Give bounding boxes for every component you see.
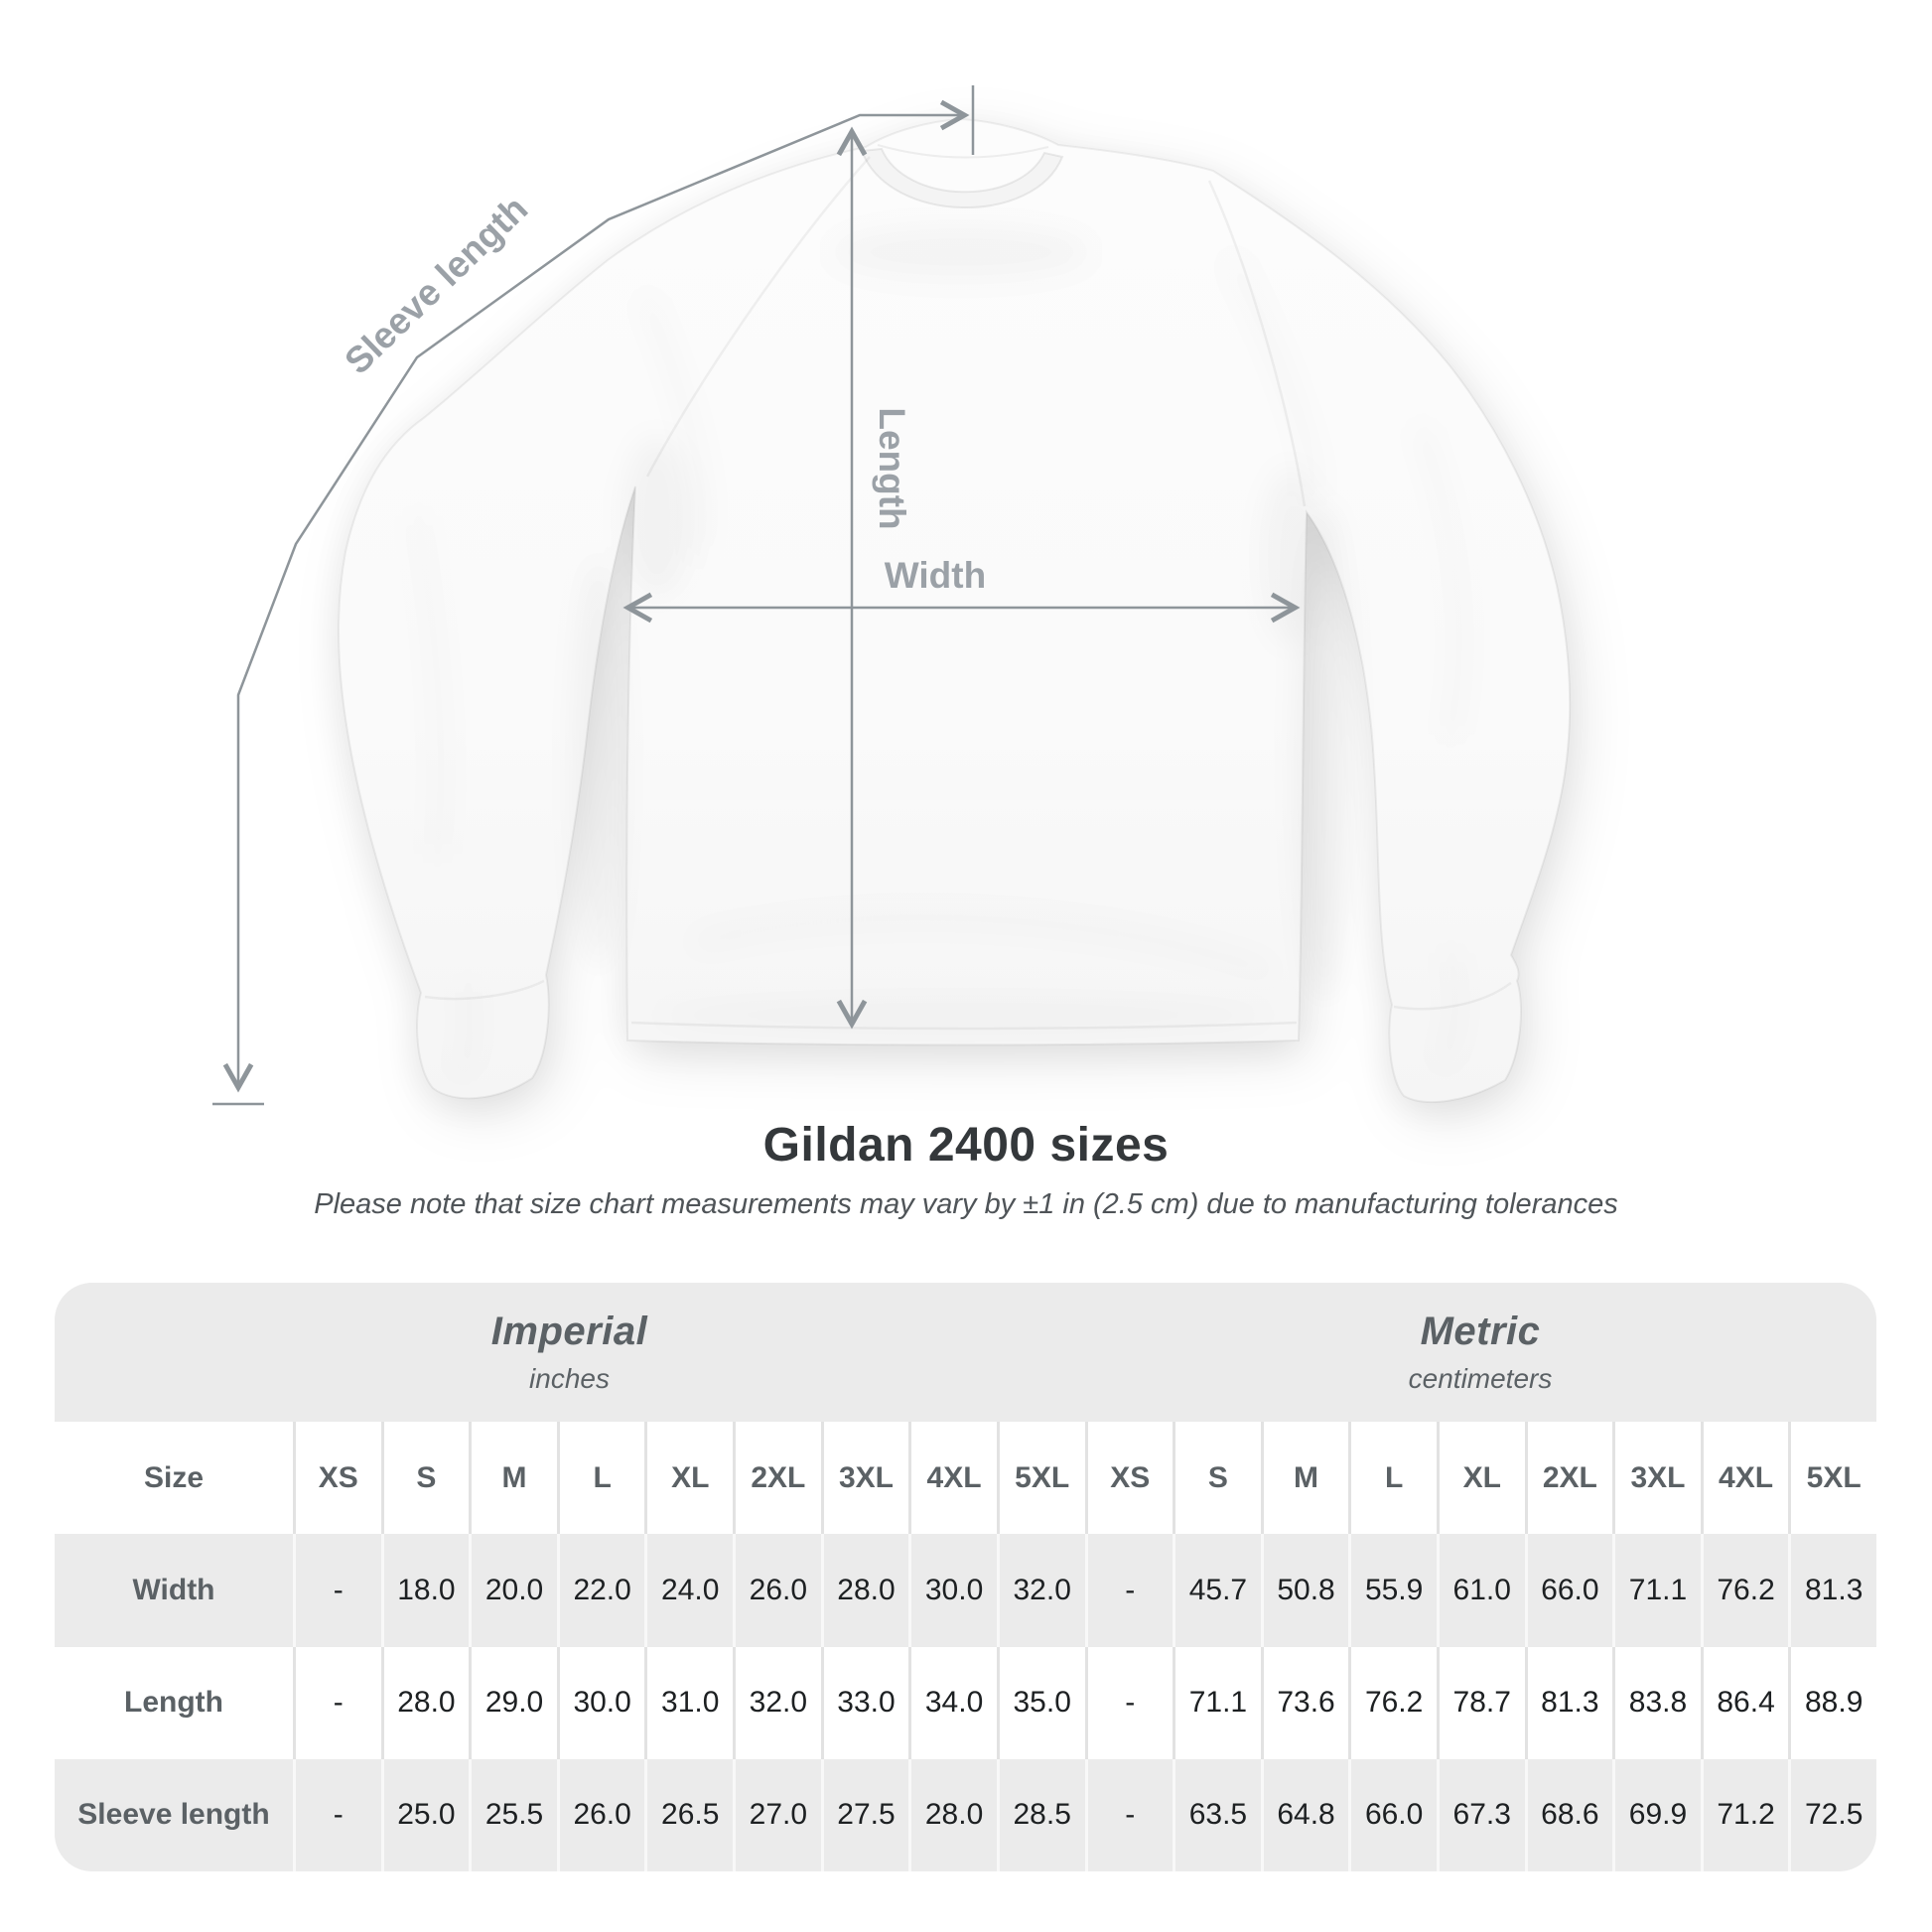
value-cell: 30.0 (908, 1534, 997, 1647)
value-cell: 81.3 (1788, 1534, 1876, 1647)
value-cell: 24.0 (644, 1534, 733, 1647)
value-cell: 28.0 (908, 1758, 997, 1871)
value-cell: 83.8 (1612, 1646, 1701, 1759)
value-cell: 25.5 (469, 1758, 557, 1871)
value-cell: 66.0 (1348, 1758, 1437, 1871)
value-cell: 32.0 (996, 1534, 1085, 1647)
value-cell: 26.0 (556, 1758, 645, 1871)
title-block: Gildan 2400 sizes Please note that size … (0, 1118, 1932, 1221)
value-cell: 27.5 (820, 1758, 909, 1871)
value-cell: 28.5 (996, 1758, 1085, 1871)
value-cell: 18.0 (380, 1534, 470, 1647)
size-header-cell: 5XL (996, 1422, 1085, 1535)
value-cell: 72.5 (1788, 1758, 1876, 1871)
value-cell: 26.5 (644, 1758, 733, 1871)
measurement-arrows (212, 85, 1301, 1106)
value-cell: 64.8 (1260, 1758, 1349, 1871)
value-cell: 71.2 (1700, 1758, 1789, 1871)
imperial-title: Imperial (490, 1310, 648, 1353)
table-header-row: Size XS S M L XL 2XL 3XL 4XL 5XL XS S M … (55, 1422, 1876, 1535)
table-row-length: Length - 28.0 29.0 30.0 31.0 32.0 33.0 3… (55, 1646, 1876, 1759)
value-cell: 28.0 (380, 1646, 470, 1759)
metric-header: Metric centimeters (1084, 1310, 1876, 1395)
metric-title: Metric (1420, 1310, 1541, 1353)
value-cell: 33.0 (820, 1646, 909, 1759)
size-header-cell: M (1260, 1422, 1349, 1535)
size-header-cell: 4XL (1700, 1422, 1789, 1535)
value-cell: 67.3 (1436, 1758, 1525, 1871)
size-header-cell: S (1173, 1422, 1261, 1535)
value-cell: 50.8 (1260, 1534, 1349, 1647)
value-cell: 35.0 (996, 1646, 1085, 1759)
size-table: Imperial inches Metric centimeters Size … (55, 1283, 1876, 1871)
value-cell: 26.0 (733, 1534, 821, 1647)
length-label: Length (872, 407, 912, 529)
size-header-cell: 2XL (1524, 1422, 1613, 1535)
page-subtitle: Please note that size chart measurements… (314, 1188, 1618, 1220)
width-label: Width (885, 555, 986, 596)
value-cell: 69.9 (1612, 1758, 1701, 1871)
value-cell: 76.2 (1700, 1534, 1789, 1647)
size-header-cell: XS (293, 1422, 381, 1535)
value-cell: 30.0 (556, 1646, 645, 1759)
value-cell: 31.0 (644, 1646, 734, 1759)
value-cell: 81.3 (1524, 1646, 1613, 1759)
value-cell: 73.6 (1260, 1646, 1349, 1759)
imperial-header: Imperial inches (55, 1310, 1084, 1395)
value-cell: 66.0 (1524, 1534, 1613, 1647)
value-cell: 68.6 (1524, 1758, 1613, 1871)
value-cell: 27.0 (733, 1758, 821, 1871)
size-header-cell: 5XL (1788, 1422, 1876, 1535)
sleeve-length-arrow (222, 99, 970, 1093)
value-cell: 76.2 (1348, 1646, 1437, 1759)
value-cell: - (293, 1534, 381, 1647)
value-cell: 34.0 (908, 1646, 997, 1759)
size-header-cell: M (469, 1422, 557, 1535)
value-cell: 71.1 (1173, 1646, 1261, 1759)
value-cell: 86.4 (1700, 1646, 1789, 1759)
size-header-cell: 3XL (820, 1422, 909, 1535)
value-cell: 78.7 (1436, 1646, 1525, 1759)
shirt-measurement-diagram: Sleeve length Length Width (212, 85, 1572, 1106)
metric-unit: centimeters (1408, 1363, 1553, 1394)
page-title: Gildan 2400 sizes (762, 1119, 1170, 1172)
value-cell: 61.0 (1436, 1534, 1525, 1647)
value-cell: - (293, 1646, 381, 1759)
long-sleeve-shirt-illustration (338, 117, 1572, 1104)
size-header-cell: 3XL (1612, 1422, 1701, 1535)
value-cell: 55.9 (1348, 1534, 1437, 1647)
size-header-cell: XS (1084, 1422, 1173, 1535)
size-header-cell: XL (644, 1422, 734, 1535)
value-cell: 20.0 (469, 1534, 557, 1647)
value-cell: 88.9 (1788, 1646, 1876, 1759)
value-cell: - (1084, 1646, 1173, 1759)
size-header-cell: S (380, 1422, 470, 1535)
value-cell: - (1084, 1534, 1173, 1647)
value-cell: - (293, 1758, 381, 1871)
imperial-unit: inches (529, 1363, 610, 1394)
value-cell: - (1084, 1758, 1173, 1871)
row-label: Sleeve length (77, 1798, 270, 1832)
value-cell: 45.7 (1173, 1534, 1261, 1647)
value-cell: 29.0 (469, 1646, 557, 1759)
size-column-header: Size (55, 1422, 293, 1535)
row-label: Length (55, 1646, 293, 1759)
table-row-width: Width - 18.0 20.0 22.0 24.0 26.0 28.0 30… (55, 1534, 1876, 1647)
value-cell: 63.5 (1173, 1758, 1261, 1871)
value-cell: 71.1 (1612, 1534, 1701, 1647)
size-header-cell: L (556, 1422, 645, 1535)
unit-header-band: Imperial inches Metric centimeters (55, 1283, 1876, 1422)
row-label: Width (132, 1573, 215, 1606)
table-row-sleeve-length: Sleeve length - 25.0 25.5 26.0 26.5 27.0… (55, 1758, 1876, 1871)
size-header-cell: XL (1436, 1422, 1525, 1535)
size-header-cell: 4XL (908, 1422, 997, 1535)
value-cell: 22.0 (556, 1534, 645, 1647)
value-cell: 32.0 (733, 1646, 821, 1759)
size-header-cell: L (1348, 1422, 1437, 1535)
size-header-cell: 2XL (733, 1422, 821, 1535)
value-cell: 28.0 (820, 1534, 909, 1647)
value-cell: 25.0 (380, 1758, 470, 1871)
